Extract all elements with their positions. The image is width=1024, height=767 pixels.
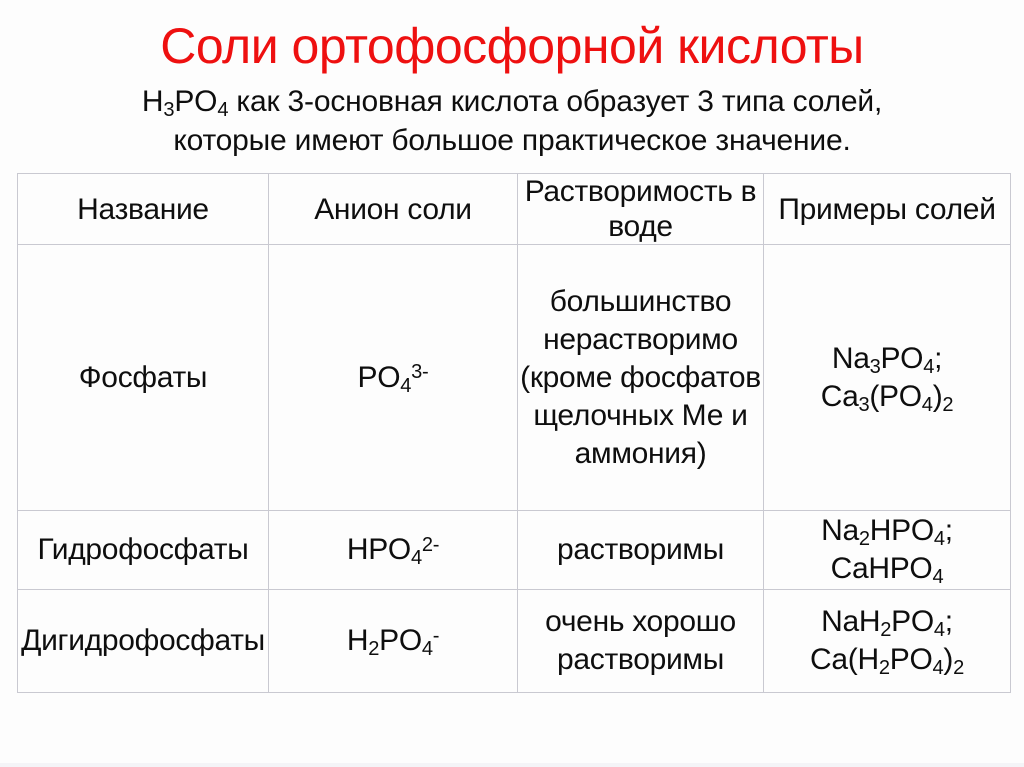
cell-solubility: большинство нерастворимо (кроме фосфатов… [517, 244, 764, 511]
cell-anion: PO43- [268, 244, 518, 511]
cell-examples: NaH2PO4; Ca(H2PO4)2 [763, 589, 1011, 693]
cell-anion: H2PO4- [268, 589, 518, 693]
header-anion: Анион соли [268, 173, 518, 245]
table-row-phosphates: Фосфаты PO43- большинство нерастворимо (… [17, 244, 1011, 511]
cell-name: Дигидрофосфаты [17, 589, 269, 693]
table-header-row: Название Анион соли Растворимость в воде… [17, 173, 1011, 245]
table-row-dihydrophosphates: Дигидрофосфаты H2PO4- очень хорошо раств… [17, 589, 1011, 693]
cell-examples: Na2HPO4; CaHPO4 [763, 510, 1011, 590]
cell-anion: HPO42- [268, 510, 518, 590]
cell-solubility: очень хорошо растворимы [517, 589, 764, 693]
header-examples: Примеры солей [763, 173, 1011, 245]
cell-solubility: растворимы [517, 510, 764, 590]
cell-examples: Na3PO4; Ca3(PO4)2 [763, 244, 1011, 511]
cell-name: Гидрофосфаты [17, 510, 269, 590]
header-solubility: Растворимость в воде [517, 173, 764, 245]
table-row-hydrophosphates: Гидрофосфаты HPO42- растворимы Na2HPO4; C… [17, 510, 1011, 590]
salts-table: Название Анион соли Растворимость в воде… [17, 173, 1011, 693]
page-title: Соли ортофосфорной кислоты [160, 18, 864, 74]
header-name: Название [17, 173, 269, 245]
subtitle: H3PO4 как 3-основная кислота образует 3 … [141, 85, 883, 157]
cell-name: Фосфаты [17, 244, 269, 511]
